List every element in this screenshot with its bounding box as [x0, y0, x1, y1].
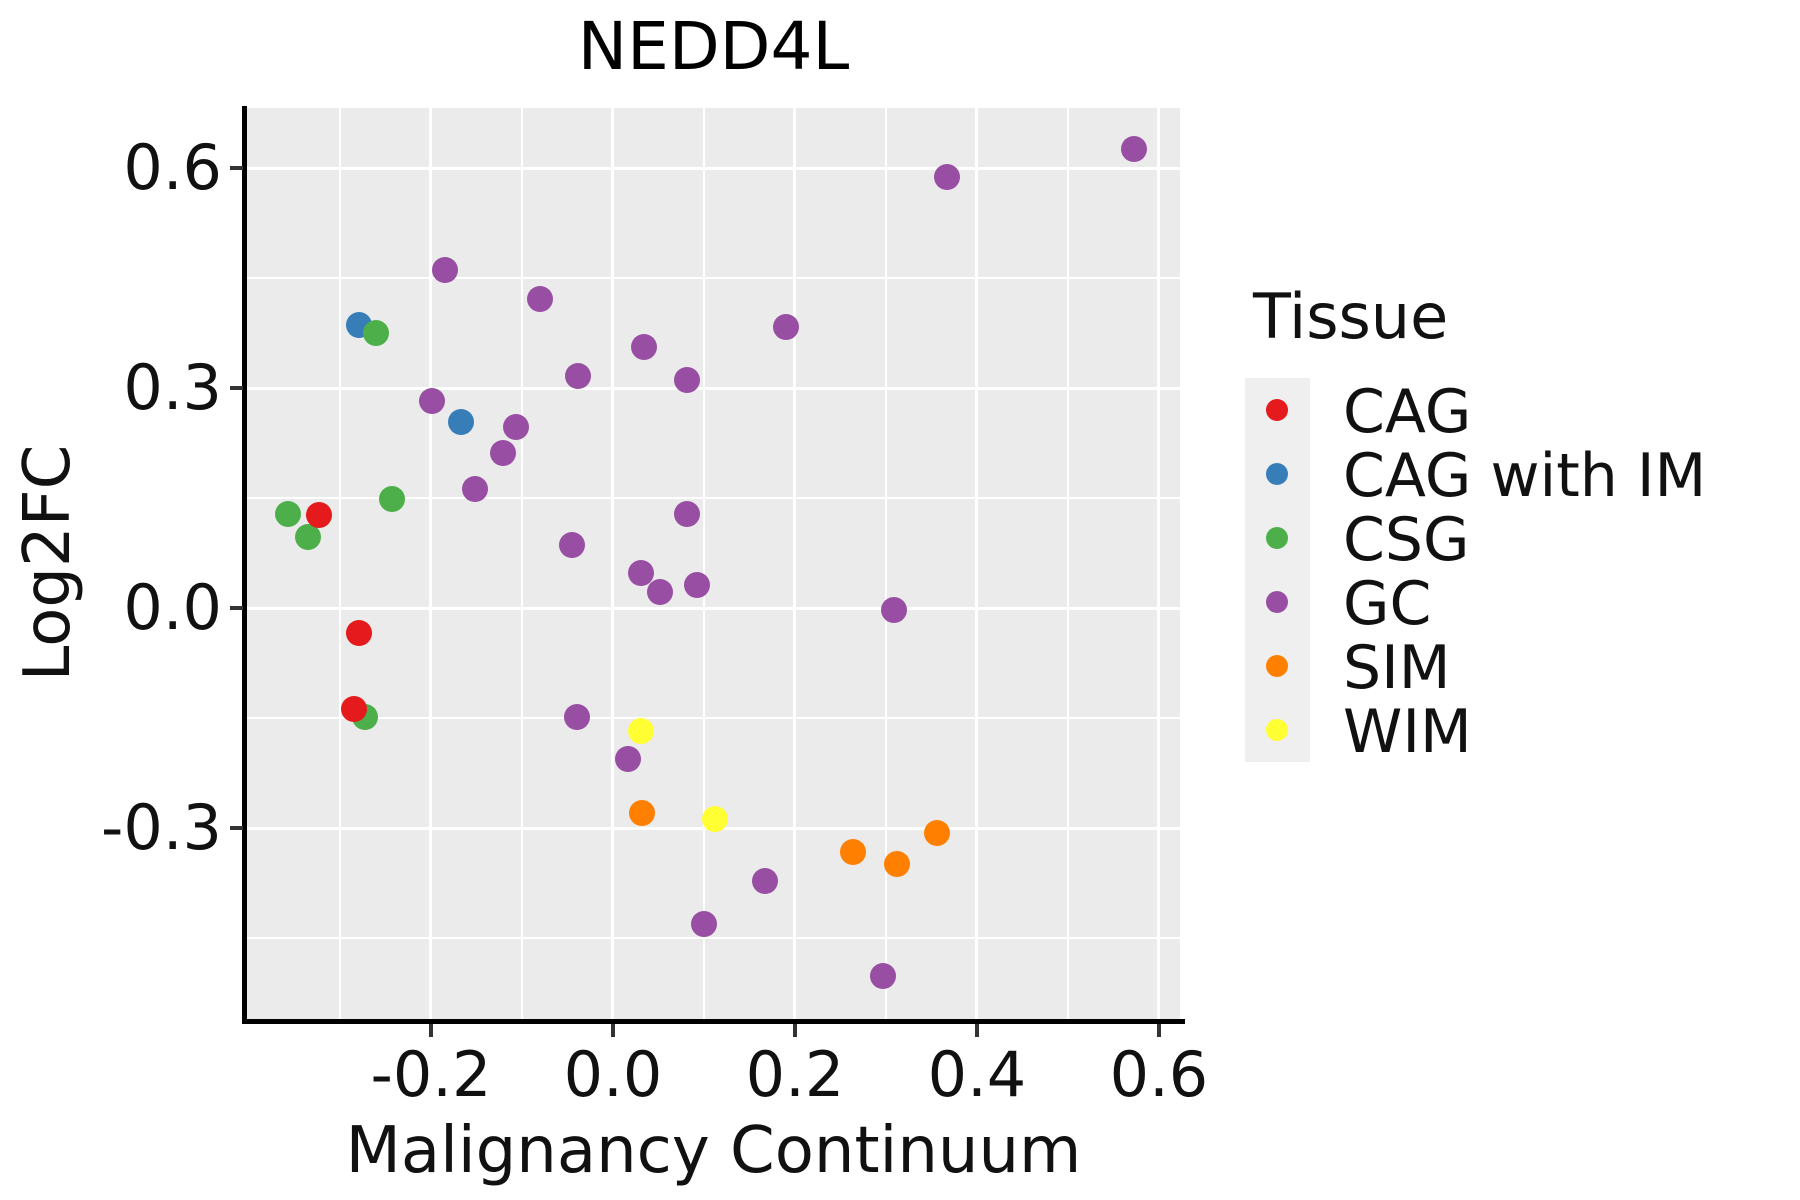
- legend-label: CSG: [1343, 505, 1470, 575]
- legend-key-box: [1245, 442, 1310, 506]
- legend-dot-icon: [1266, 591, 1288, 613]
- chart-title: NEDD4L: [577, 8, 850, 85]
- x-tick-label: 0.2: [745, 1038, 845, 1111]
- data-point-csg: [363, 320, 390, 347]
- legend-key-box: [1245, 570, 1310, 634]
- data-point-cag-with-im: [448, 408, 475, 435]
- y-major-gridline: [247, 166, 1180, 170]
- x-minor-gridline: [520, 108, 523, 1021]
- y-tick-label: 0.6: [123, 131, 222, 205]
- x-major-gridline: [793, 108, 797, 1021]
- y-axis-title: Log2FC: [11, 444, 85, 682]
- x-minor-gridline: [1066, 108, 1069, 1021]
- legend-dot-icon: [1266, 655, 1288, 677]
- y-minor-gridline: [247, 937, 1180, 940]
- data-point-csg: [275, 501, 302, 528]
- y-minor-gridline: [247, 717, 1180, 720]
- x-minor-gridline: [884, 108, 887, 1021]
- legend-key-box: [1245, 698, 1310, 762]
- data-point-gc: [647, 579, 674, 605]
- data-point-wim: [628, 718, 655, 745]
- data-point-gc: [559, 532, 586, 559]
- y-major-gridline: [247, 606, 1180, 610]
- y-tick: [230, 826, 243, 831]
- data-point-gc: [431, 257, 458, 284]
- x-major-gridline: [1157, 108, 1161, 1021]
- data-point-gc: [881, 597, 908, 624]
- legend-label: CAG with IM: [1343, 441, 1707, 511]
- x-tick: [792, 1024, 797, 1037]
- plot-panel: [247, 108, 1180, 1021]
- y-tick-label: -0.3: [101, 791, 222, 865]
- x-tick-label: -0.2: [370, 1038, 492, 1111]
- legend-dot-icon: [1266, 399, 1288, 421]
- data-point-csg: [378, 485, 405, 512]
- y-tick-label: 0.3: [123, 351, 222, 425]
- y-tick: [230, 386, 243, 391]
- data-point-cag: [306, 502, 333, 528]
- x-tick-label: 0.4: [927, 1038, 1027, 1111]
- data-point-gc: [614, 746, 641, 773]
- data-point-wim: [701, 805, 728, 832]
- data-point-sim: [883, 851, 910, 878]
- x-tick: [428, 1024, 433, 1037]
- legend-label: WIM: [1343, 697, 1472, 767]
- y-tick: [230, 606, 243, 611]
- y-minor-gridline: [247, 277, 1180, 280]
- data-point-gc: [502, 414, 529, 440]
- data-point-gc: [527, 285, 554, 312]
- data-point-gc: [673, 501, 700, 528]
- legend-dot-icon: [1266, 719, 1288, 741]
- x-axis-title: Malignancy Continuum: [345, 1114, 1082, 1188]
- x-tick-label: 0.0: [563, 1038, 663, 1111]
- y-major-gridline: [247, 386, 1180, 390]
- x-tick-label: 0.6: [1109, 1038, 1209, 1111]
- legend-dot-icon: [1266, 527, 1288, 549]
- data-point-gc: [772, 314, 799, 341]
- data-point-gc: [489, 440, 516, 467]
- data-point-gc: [418, 388, 445, 415]
- y-tick: [230, 166, 243, 171]
- data-point-sim: [629, 800, 656, 827]
- y-minor-gridline: [247, 497, 1180, 500]
- legend-key-box: [1245, 506, 1310, 570]
- legend-label: CAG: [1343, 377, 1472, 447]
- legend-dot-icon: [1266, 463, 1288, 485]
- legend-key-box: [1245, 378, 1310, 442]
- legend-key-box: [1245, 634, 1310, 698]
- legend-label: GC: [1343, 569, 1432, 639]
- data-point-gc: [933, 163, 960, 190]
- legend-title: Tissue: [1253, 280, 1449, 353]
- x-minor-gridline: [702, 108, 705, 1021]
- y-tick-label: 0.0: [123, 571, 222, 645]
- data-point-sim: [840, 839, 867, 866]
- data-point-gc: [690, 911, 717, 938]
- data-point-csg: [295, 524, 322, 550]
- data-point-gc: [751, 867, 778, 894]
- data-point-gc: [683, 572, 710, 599]
- data-point-sim: [923, 819, 950, 846]
- data-point-gc: [565, 362, 592, 389]
- data-point-gc: [673, 367, 700, 394]
- data-point-gc: [870, 962, 897, 989]
- x-minor-gridline: [338, 108, 341, 1021]
- data-point-gc: [461, 476, 488, 503]
- x-major-gridline: [611, 108, 615, 1021]
- x-tick: [610, 1024, 615, 1037]
- data-point-cag: [346, 620, 373, 647]
- y-axis-line: [242, 106, 247, 1024]
- x-major-gridline: [429, 108, 433, 1021]
- x-tick: [1156, 1024, 1161, 1037]
- x-axis-line: [242, 1019, 1185, 1024]
- data-point-gc: [563, 704, 590, 731]
- data-point-gc: [1121, 136, 1148, 163]
- legend-label: SIM: [1343, 633, 1451, 703]
- x-major-gridline: [975, 108, 979, 1021]
- data-point-cag: [340, 696, 367, 723]
- x-tick: [974, 1024, 979, 1037]
- data-point-gc: [630, 334, 657, 361]
- data-point-gc: [628, 559, 655, 586]
